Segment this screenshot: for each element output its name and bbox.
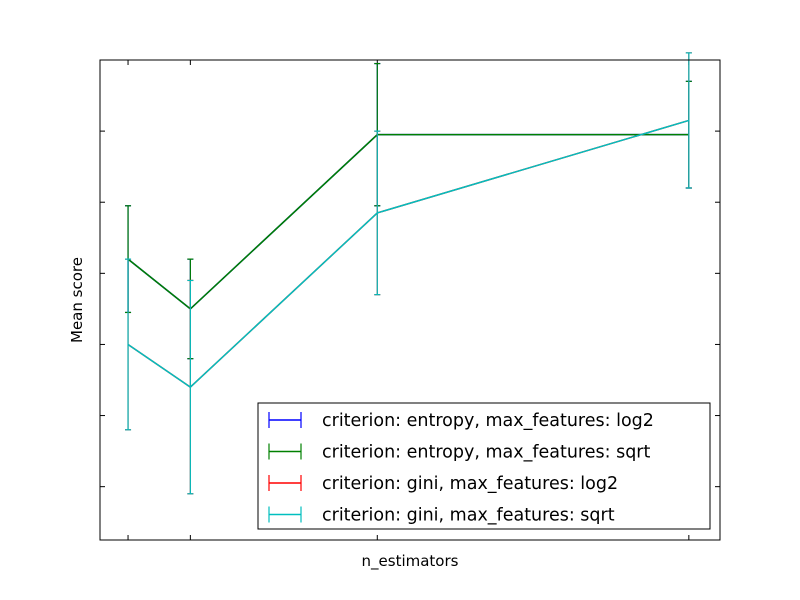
legend-entry-0: criterion: entropy, max_features: log2 — [268, 411, 654, 431]
legend-entry-2: criterion: gini, max_features: log2 — [268, 474, 618, 494]
series-1-line — [127, 133, 689, 310]
legend-label-2: criterion: gini, max_features: log2 — [322, 474, 618, 494]
series-3-line — [127, 119, 690, 389]
legend-label-3: criterion: gini, max_features: sqrt — [322, 506, 615, 526]
series-layer — [125, 52, 692, 495]
plot-frame — [99, 59, 721, 541]
legend-items: criterion: entropy, max_features: log2 cr… — [268, 411, 654, 526]
legend-entry-3: criterion: gini, max_features: sqrt — [268, 506, 615, 526]
legend-box — [257, 402, 711, 530]
x-axis-label: n_estimators — [362, 552, 459, 571]
series-3 — [125, 52, 692, 495]
y-axis-label: Mean score — [68, 257, 86, 343]
legend-label-0: criterion: entropy, max_features: log2 — [322, 411, 654, 431]
legend: criterion: entropy, max_features: log2 cr… — [257, 402, 711, 530]
legend-label-1: criterion: entropy, max_features: sqrt — [322, 443, 651, 463]
legend-entry-1: criterion: entropy, max_features: sqrt — [268, 443, 651, 463]
